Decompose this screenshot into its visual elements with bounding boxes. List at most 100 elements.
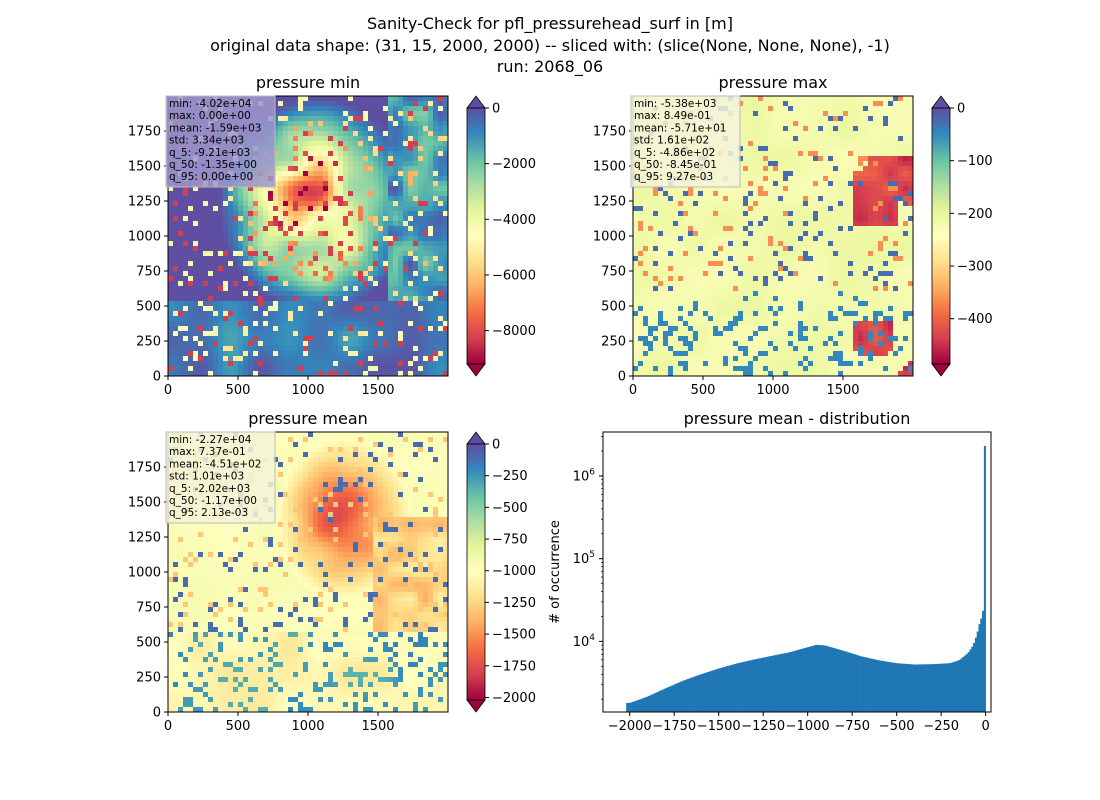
heatmap-cell (663, 206, 669, 212)
heatmap-cell (748, 221, 754, 227)
heatmap-cell (213, 321, 219, 327)
heatmap-cell (753, 236, 759, 242)
heatmap-cell (328, 246, 334, 252)
heatmap-cell (873, 101, 879, 107)
heatmap-cell (173, 236, 179, 242)
heatmap-cell (268, 191, 274, 197)
heatmap-cell (278, 181, 284, 187)
heatmap-cell (823, 241, 829, 247)
heatmap-cell (873, 241, 879, 247)
heatmap-cell (443, 241, 448, 247)
heatmap-cell (438, 206, 444, 212)
heatmap-cell (888, 231, 894, 237)
heatmap-cell (333, 256, 339, 262)
heatmap-cell (773, 166, 779, 172)
heatmap-cell (788, 121, 794, 127)
heatmap-cell (788, 241, 794, 247)
heatmap-cell (273, 331, 279, 337)
heatmap-cell (328, 346, 334, 352)
heatmap-cell (243, 321, 249, 327)
heatmap-cell (203, 206, 209, 212)
heatmap-cell (178, 206, 184, 212)
heatmap-cell (398, 371, 404, 376)
heatmap-cell (368, 246, 374, 252)
heatmap-cell (303, 326, 309, 332)
heatmap-cell (753, 111, 759, 117)
heatmap-cell (383, 271, 389, 277)
heatmap-cell (263, 336, 269, 342)
heatmap-cell (193, 216, 199, 222)
heatmap-cell (323, 371, 329, 376)
heatmap-cell (308, 236, 314, 242)
heatmap-cell (293, 356, 299, 362)
heatmap-cell (653, 216, 659, 222)
heatmap-cell (258, 256, 264, 262)
heatmap-cell (213, 201, 219, 207)
heatmap-cell (378, 291, 384, 297)
heatmap-cell (433, 286, 439, 292)
heatmap-cell (213, 361, 219, 367)
heatmap-cell (198, 256, 204, 262)
heatmap-cell (368, 156, 374, 162)
heatmap-cell (683, 211, 689, 217)
heatmap-cell (303, 306, 309, 312)
heatmap-cell (678, 236, 684, 242)
heatmap-cell (863, 181, 869, 187)
heatmap-cell (253, 211, 259, 217)
heatmap-cell (408, 326, 414, 332)
panel-pressure-max: pressure max 0 500 1000 1500 02505007501000… (593, 73, 993, 398)
heatmap-cell (333, 101, 339, 107)
heatmap-cell (298, 351, 304, 357)
heatmap-cell (418, 266, 424, 272)
heatmap-cell (428, 336, 434, 342)
heatmap-cell (348, 101, 354, 107)
heatmap-cell (243, 371, 249, 376)
heatmap-cell (388, 261, 394, 267)
heatmap-cell (878, 211, 884, 217)
heatmap-cell (253, 201, 259, 207)
heatmap-cell (208, 311, 214, 317)
heatmap-cell (643, 216, 649, 222)
heatmap-cell (808, 166, 814, 172)
heatmap-cell (253, 316, 259, 322)
heatmap-cell (413, 296, 419, 302)
heatmap-cell (238, 326, 244, 332)
heatmap-cell (708, 241, 714, 247)
heatmap-cell (883, 166, 889, 172)
heatmap-cell (363, 146, 369, 152)
heatmap-cell (233, 371, 239, 376)
heatmap-cell (848, 206, 854, 212)
heatmap-cell (338, 346, 344, 352)
heatmap-cell (378, 361, 384, 367)
heatmap-cell (288, 106, 294, 112)
heatmap-cell (388, 236, 394, 242)
heatmap-cell (308, 166, 314, 172)
heatmap-cell (203, 286, 209, 292)
heatmap-cell (368, 301, 374, 307)
heatmap-cell (353, 186, 359, 192)
heatmap-cell (358, 251, 364, 257)
heatmap-cell (293, 186, 299, 192)
heatmap-cell (868, 216, 874, 222)
heatmap-cell (388, 151, 394, 157)
heatmap-cell (338, 281, 344, 287)
heatmap-cell (343, 356, 349, 362)
heatmap-cell (208, 256, 214, 262)
heatmap-cell (298, 266, 304, 272)
heatmap-cell (413, 356, 419, 362)
heatmap-cell (208, 331, 214, 337)
heatmap-cell (823, 211, 829, 217)
heatmap-cell (303, 321, 309, 327)
heatmap-cell (333, 141, 339, 147)
heatmap-cell (828, 251, 834, 257)
heatmap-cell (233, 261, 239, 267)
heatmap-cell (328, 131, 334, 137)
heatmap-cell (378, 261, 384, 267)
heatmap-cell (888, 166, 894, 172)
heatmap-cell (238, 221, 244, 227)
heatmap-cell (278, 211, 284, 217)
heatmap-cell (673, 251, 679, 257)
heatmap-cell (308, 181, 314, 187)
heatmap-cell (423, 181, 429, 187)
heatmap-cell (218, 331, 224, 337)
